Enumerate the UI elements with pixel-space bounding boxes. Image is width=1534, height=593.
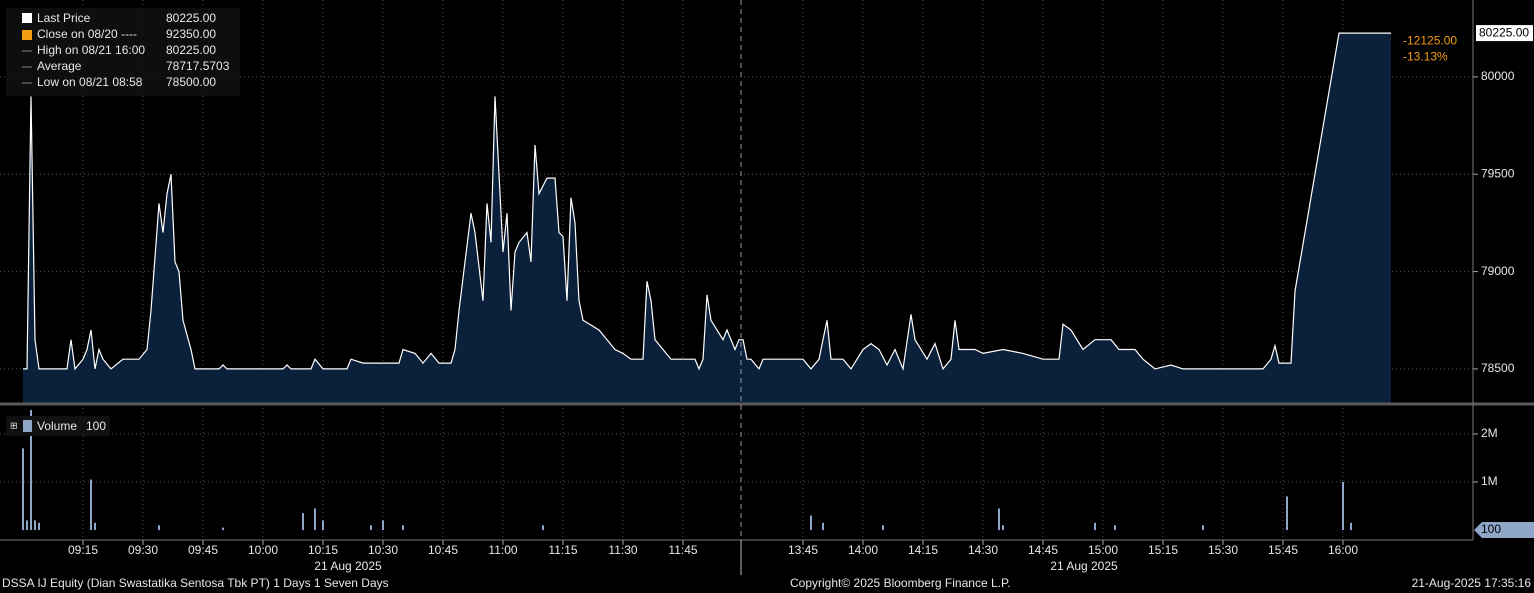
x-tick-label: 09:15 [68, 543, 98, 557]
volume-bar [22, 448, 24, 531]
x-tick-label: 10:00 [248, 543, 278, 557]
volume-bar [94, 522, 96, 531]
price-line [23, 32, 1391, 372]
price-panel: 78500 79000 79500 80000 80225.00 -12125.00 -13… [0, 0, 1533, 403]
volume-bar [222, 527, 224, 531]
volume-bar [382, 520, 384, 531]
volume-bar [402, 525, 404, 531]
legend-value: 100 [86, 419, 106, 433]
x-tick-label: 14:45 [1028, 543, 1058, 557]
legend-value: 80225.00 [166, 11, 216, 25]
x-tick-label: 10:30 [368, 543, 398, 557]
price-area [23, 33, 1391, 403]
x-tick-label: 13:45 [788, 543, 818, 557]
x-tick-label: 15:00 [1088, 543, 1118, 557]
volume-bar [370, 525, 372, 531]
volume-bar [822, 522, 824, 531]
volume-bar [1350, 522, 1352, 531]
volume-bar [810, 515, 812, 531]
volume-bar [882, 525, 884, 531]
volume-bar [1202, 525, 1204, 531]
change-pct-label: -13.13% [1403, 49, 1448, 63]
volume-bar [1094, 522, 1096, 531]
x-tick-label: 14:30 [968, 543, 998, 557]
volume-bar [38, 522, 40, 531]
volume-bar [1114, 525, 1116, 531]
legend-toggle[interactable]: ⊞ [10, 420, 18, 430]
volume-bar [322, 520, 324, 531]
x-tick-label: 11:45 [668, 543, 697, 557]
x-tick-label: 15:15 [1148, 543, 1178, 557]
legend-swatch [23, 420, 32, 432]
volume-panel: 1M 2M 100 09:15 09:30 09:45 10:00 10:15 10:30 10:… [0, 408, 1534, 573]
x-tick-label: 11:15 [548, 543, 577, 557]
change-label: -12125.00 [1403, 33, 1457, 47]
y-tick-label: 1M [1481, 474, 1498, 488]
x-tick-label: 11:30 [608, 543, 637, 557]
legend-value: 80225.00 [166, 43, 216, 57]
legend: Last Price 80225.00 Close on 08/20 ---- 9… [6, 8, 240, 96]
x-tick-label: 10:45 [428, 543, 458, 557]
legend-label: Low on 08/21 08:58 [37, 75, 143, 89]
x-tick-label: 09:45 [188, 543, 218, 557]
volume-bar [90, 479, 92, 531]
footer-center: Copyright© 2025 Bloomberg Finance L.P. [790, 576, 1011, 590]
x-tick-label: 14:15 [908, 543, 938, 557]
last-volume-badge [1474, 522, 1534, 539]
legend-value: 78717.5703 [166, 59, 230, 73]
y-tick-label: 79000 [1481, 264, 1515, 278]
y-tick-label: 78500 [1481, 361, 1515, 375]
y-tick-label: 2M [1481, 426, 1498, 440]
last-price-label: 80225.00 [1479, 25, 1529, 39]
legend-swatch [22, 30, 32, 40]
footer-right: 21-Aug-2025 17:35:16 [1412, 576, 1532, 590]
x-tick-label: 14:00 [848, 543, 878, 557]
volume-legend: ⊞ Volume 100 [6, 416, 110, 436]
legend-label: Volume [37, 419, 77, 433]
volume-bar [1286, 496, 1288, 531]
volume-bar [158, 525, 160, 531]
last-volume-label: 100 [1481, 522, 1501, 536]
last-price-badge [1476, 25, 1533, 42]
legend-value: 92350.00 [166, 27, 216, 41]
legend-value: 78500.00 [166, 75, 216, 89]
volume-bar [34, 520, 36, 531]
legend-box [6, 8, 240, 96]
legend-label: Close on 08/20 ---- [37, 27, 137, 41]
legend-label: High on 08/21 16:00 [37, 43, 145, 57]
volume-bar [1342, 481, 1344, 531]
date-label: 21 Aug 2025 [1050, 559, 1118, 573]
footer-left: DSSA IJ Equity (Dian Swastatika Sentosa … [2, 576, 389, 590]
y-tick-label: 80000 [1481, 69, 1515, 83]
x-tick-label: 16:00 [1328, 543, 1358, 557]
x-tick-label: 10:15 [308, 543, 338, 557]
y-tick-label: 79500 [1481, 166, 1515, 180]
legend-label: Average [37, 59, 82, 73]
x-tick-label: 15:30 [1208, 543, 1238, 557]
x-tick-label: 09:30 [128, 543, 158, 557]
volume-bar [26, 520, 28, 531]
volume-bar [1002, 525, 1004, 531]
x-tick-label: 15:45 [1268, 543, 1298, 557]
legend-swatch [22, 13, 32, 23]
legend-label: Last Price [37, 11, 91, 25]
volume-bar [30, 409, 32, 531]
volume-bar [998, 508, 1000, 531]
volume-bar [302, 513, 304, 531]
date-label: 21 Aug 2025 [314, 559, 382, 573]
x-tick-label: 11:00 [488, 543, 517, 557]
volume-bar [542, 525, 544, 531]
volume-bar [314, 508, 316, 531]
